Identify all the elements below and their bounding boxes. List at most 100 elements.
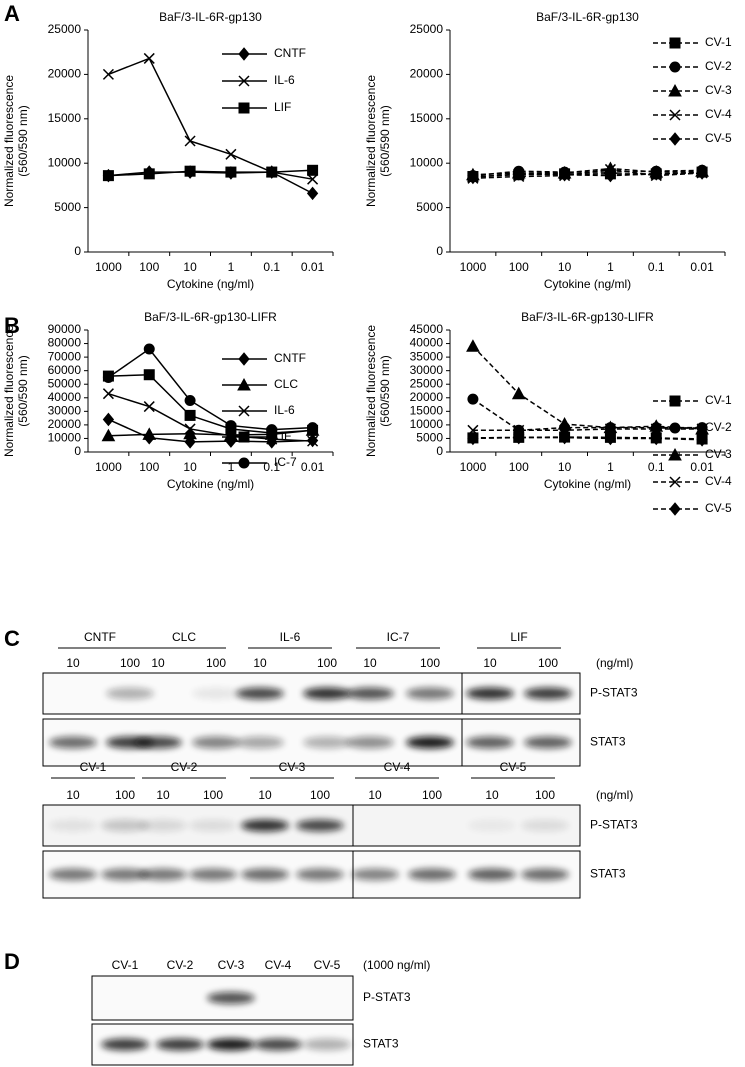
x-tick-label: 0.1 [648,260,665,274]
x-tick-label: 0.01 [301,260,325,274]
group-label: CV-3 [279,760,306,774]
y-tick-label: 50000 [48,376,82,390]
dose-label: 100 [206,656,226,670]
blot-band [101,1038,149,1051]
x-tick-label: 0.01 [690,460,714,474]
marker [467,424,479,436]
series-line [108,373,313,434]
y-axis-label: Normalized fluorescence [2,75,16,207]
marker [558,430,571,445]
dose-label: 100 [420,656,440,670]
marker [511,386,526,400]
dose-label: 10 [368,788,382,802]
marker [307,164,319,176]
dose-label: 100 [535,788,555,802]
y-tick-label: 0 [436,444,443,458]
blot-band [296,819,344,832]
group-label: CV-1 [112,958,139,972]
y-tick-label: 30000 [48,404,82,418]
y-tick-label: 15000 [48,111,82,125]
y-tick-label: 5000 [54,200,81,214]
series-line [472,398,703,432]
blot-band [406,736,454,749]
x-axis-label: Cytokine (ng/ml) [544,277,631,291]
marker [184,409,196,421]
y-axis-label: (560/590 nm) [378,105,392,176]
marker [102,412,115,427]
marker [559,424,571,436]
x-tick-label: 10 [183,460,197,474]
marker [307,435,319,447]
chart-title: BaF/3-IL-6R-gp130-LIFR [144,310,277,324]
blot-band [303,687,351,700]
unit-label: (ng/ml) [596,656,633,670]
blot-band [408,868,456,881]
dose-label: 10 [151,656,165,670]
x-tick-label: 1 [228,260,235,274]
blot-band [303,1038,351,1051]
series-line [472,345,703,430]
dose-label: 10 [66,788,80,802]
panel-letter: A [4,1,20,26]
group-label: IC-7 [387,630,410,644]
y-tick-label: 70000 [48,349,82,363]
dose-label: 100 [422,788,442,802]
marker [306,186,319,201]
group-label: CV-1 [80,760,107,774]
blot-band [236,687,284,700]
legend-label: CV-1 [705,35,732,49]
x-tick-label: 0.1 [648,460,665,474]
y-axis-label: Normalized fluorescence [364,75,378,207]
x-tick-label: 1 [228,460,235,474]
y-tick-label: 40000 [48,390,82,404]
marker [238,457,250,469]
blot-band [207,1038,255,1051]
blot-band [346,736,394,749]
y-axis-label: (560/590 nm) [378,355,392,426]
blot-band [521,868,569,881]
marker [557,417,572,430]
x-tick-label: 1000 [95,260,122,274]
series-line [472,167,703,176]
x-axis-label: Cytokine (ng/ml) [167,277,254,291]
unit-label: (1000 ng/ml) [363,958,430,972]
legend-label: CV-4 [705,107,732,121]
y-tick-label: 25000 [410,376,444,390]
series-line [108,169,313,177]
blot-band [189,868,237,881]
series-line [472,168,703,180]
dose-label: 10 [485,788,499,802]
legend-label: LIF [274,100,291,114]
y-tick-label: 30000 [410,363,444,377]
blot-band [303,736,351,749]
legend-label: CV-5 [705,131,732,145]
blot-band [207,992,255,1004]
y-tick-label: 45000 [410,322,444,336]
marker [238,431,250,443]
x-tick-label: 100 [139,460,159,474]
marker [669,61,681,73]
legend-label: CV-1 [705,393,732,407]
y-tick-label: 60000 [48,363,82,377]
marker [669,37,681,49]
x-tick-label: 10 [558,460,572,474]
marker [184,165,196,177]
series-line [107,347,313,431]
marker [142,427,157,440]
legend-label: CNTF [274,46,306,60]
marker [668,83,682,97]
dose-label: 100 [120,656,140,670]
marker [513,430,525,445]
y-tick-label: 0 [74,244,81,258]
group-label: CV-3 [218,958,245,972]
legend-label: CNTF [274,351,306,365]
marker [266,424,278,436]
marker [143,343,155,355]
legend-label: CV-3 [705,447,732,461]
marker [467,393,479,405]
marker [238,102,250,114]
blot-band [296,868,344,881]
marker [266,166,278,178]
marker [238,75,250,87]
x-tick-label: 1000 [460,460,487,474]
